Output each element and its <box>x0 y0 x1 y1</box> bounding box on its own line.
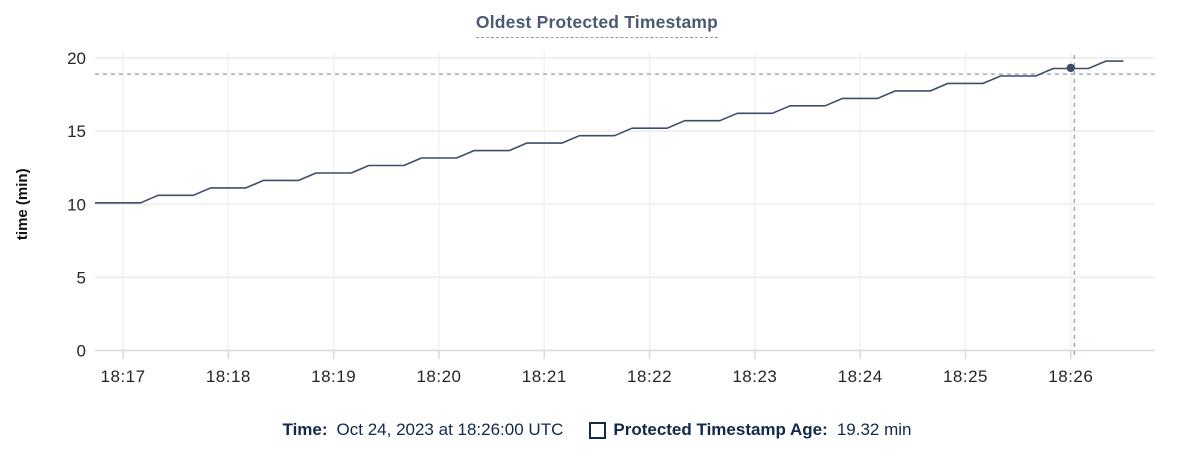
hover-point-dot <box>1066 63 1075 73</box>
x-gridlines <box>122 52 1072 351</box>
legend-series-value: 19.32 min <box>836 420 912 439</box>
svg-text:0: 0 <box>77 342 86 361</box>
y-axis-labels: 0 5 10 15 20 <box>67 49 86 361</box>
legend-series-label[interactable]: Protected Timestamp Age: <box>613 420 828 439</box>
svg-text:18:22: 18:22 <box>627 367 672 386</box>
svg-text:5: 5 <box>77 268 86 287</box>
svg-text:18:17: 18:17 <box>101 367 146 386</box>
svg-text:15: 15 <box>67 122 86 141</box>
series-toggle-checkbox[interactable] <box>589 421 607 439</box>
svg-text:18:25: 18:25 <box>943 367 988 386</box>
x-axis-labels: 18:17 18:18 18:19 18:20 18:21 18:22 18:23 18:24… <box>101 367 1093 386</box>
svg-text:18:19: 18:19 <box>311 367 356 386</box>
svg-text:18:23: 18:23 <box>732 367 777 386</box>
chart-legend: Time: Oct 24, 2023 at 18:26:00 UTC Prote… <box>0 420 1194 440</box>
y-axis-title: time (min) <box>14 168 31 240</box>
chart-svg: 18:17 18:18 18:19 18:20 18:21 18:22 18:23 18:24… <box>14 49 1155 386</box>
legend-series-group[interactable]: Protected Timestamp Age: 19.32 min <box>589 420 911 440</box>
legend-time-value: Oct 24, 2023 at 18:26:00 UTC <box>336 420 564 439</box>
series-line-protected-timestamp-age <box>95 60 1124 204</box>
svg-text:20: 20 <box>67 49 86 68</box>
svg-text:18:24: 18:24 <box>838 367 883 386</box>
legend-time-group: Time: Oct 24, 2023 at 18:26:00 UTC <box>283 420 564 440</box>
svg-text:18:18: 18:18 <box>206 367 251 386</box>
chart-title-row: Oldest Protected Timestamp <box>0 0 1194 38</box>
svg-text:18:26: 18:26 <box>1048 367 1093 386</box>
svg-text:10: 10 <box>67 195 86 214</box>
chart-title[interactable]: Oldest Protected Timestamp <box>475 12 719 38</box>
legend-time-label: Time: <box>282 420 328 439</box>
x-axis-ticks <box>122 351 1072 359</box>
y-gridlines <box>95 57 1155 352</box>
svg-text:18:21: 18:21 <box>522 367 567 386</box>
plot-hover-area[interactable] <box>95 52 1155 351</box>
svg-text:18:20: 18:20 <box>416 367 461 386</box>
